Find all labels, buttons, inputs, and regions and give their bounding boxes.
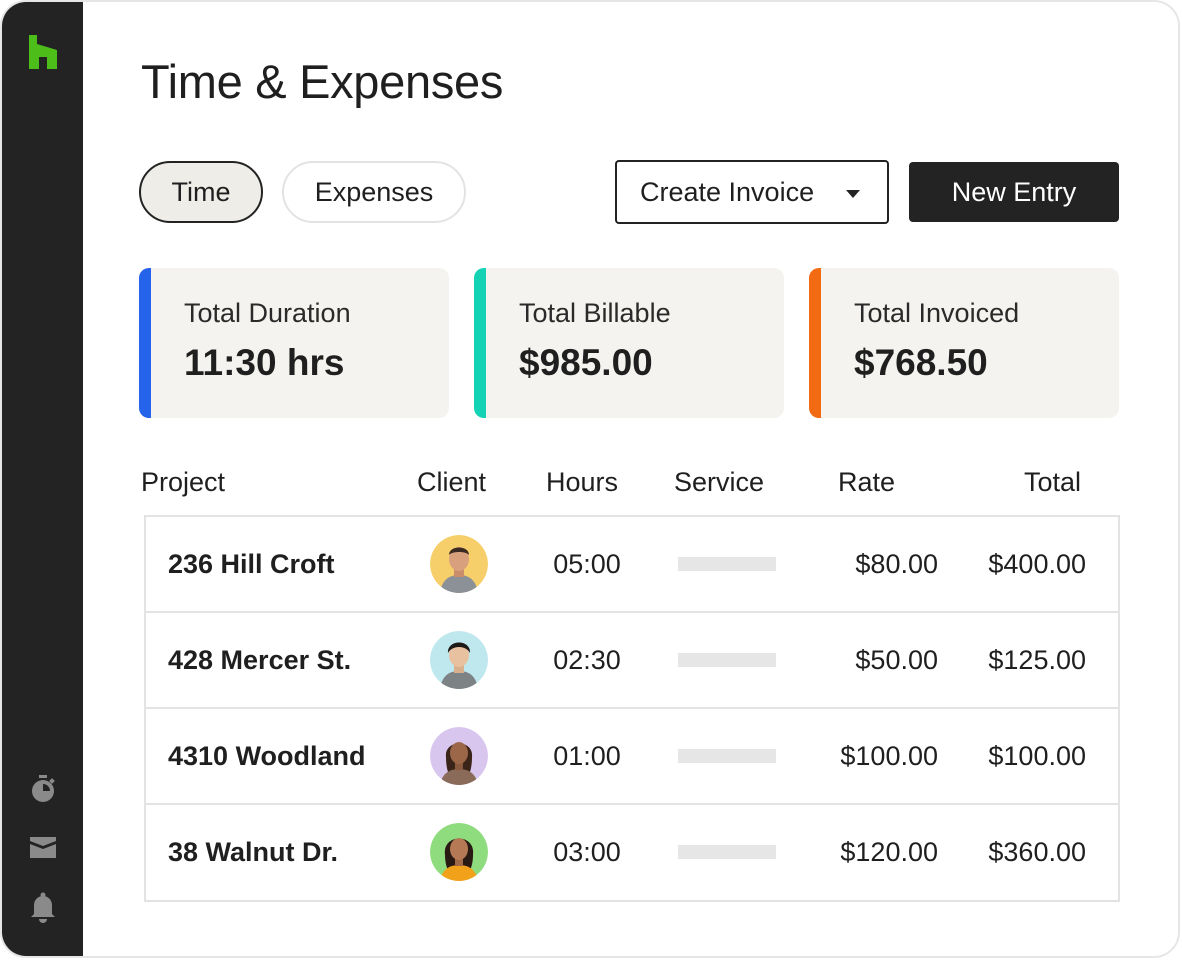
tab-time-label: Time xyxy=(171,176,231,207)
accent-bar xyxy=(139,268,151,418)
project-name: 4310 Woodland xyxy=(168,740,366,771)
column-header-rate[interactable]: Rate xyxy=(838,467,896,497)
entries-table: 236 Hill Croft 05:00 $80.00 $400.00 428 … xyxy=(144,515,1120,902)
client-avatar xyxy=(430,631,488,689)
service-placeholder xyxy=(678,557,776,571)
service-placeholder xyxy=(678,845,776,859)
summary-card-billable: Total Billable $985.00 xyxy=(474,268,784,418)
column-header-project[interactable]: Project xyxy=(141,467,226,497)
summary-value: 11:30 hrs xyxy=(184,342,345,383)
column-header-service[interactable]: Service xyxy=(674,467,765,497)
client-avatar xyxy=(430,535,488,593)
hours-value: 01:00 xyxy=(553,740,621,771)
service-placeholder xyxy=(678,653,776,667)
tab-expenses[interactable]: Expenses xyxy=(282,161,466,223)
summary-label: Total Billable xyxy=(519,298,671,328)
houzz-logo-icon[interactable] xyxy=(27,35,59,69)
summary-value: $985.00 xyxy=(519,342,653,383)
rate-value: $50.00 xyxy=(855,644,938,675)
table-row[interactable]: 38 Walnut Dr. 03:00 $120.00 $360.00 xyxy=(146,805,1118,901)
sidebar xyxy=(2,2,83,956)
new-entry-button[interactable]: New Entry xyxy=(909,162,1119,222)
page-title: Time & Expenses xyxy=(141,55,504,108)
column-header-hours[interactable]: Hours xyxy=(546,467,619,497)
tab-expenses-label: Expenses xyxy=(314,176,434,207)
column-header-total[interactable]: Total xyxy=(1024,467,1082,497)
hours-value: 03:00 xyxy=(553,836,621,867)
create-invoice-label: Create Invoice xyxy=(640,176,815,207)
rate-value: $120.00 xyxy=(840,836,938,867)
inbox-icon[interactable] xyxy=(26,831,60,865)
rate-value: $80.00 xyxy=(855,548,938,579)
summary-label: Total Invoiced xyxy=(854,298,1020,328)
summary-value: $768.50 xyxy=(854,342,988,383)
hours-value: 02:30 xyxy=(553,644,621,675)
project-name: 428 Mercer St. xyxy=(168,644,352,675)
new-entry-label: New Entry xyxy=(951,176,1077,207)
chevron-down-icon xyxy=(846,190,860,198)
rate-value: $100.00 xyxy=(840,740,938,771)
table-row[interactable]: 236 Hill Croft 05:00 $80.00 $400.00 xyxy=(146,517,1118,613)
tab-time[interactable]: Time xyxy=(139,161,263,223)
project-name: 38 Walnut Dr. xyxy=(168,836,339,867)
total-value: $100.00 xyxy=(988,740,1086,771)
project-name: 236 Hill Croft xyxy=(168,548,335,579)
accent-bar xyxy=(809,268,821,418)
summary-card-duration: Total Duration 11:30 hrs xyxy=(139,268,449,418)
total-value: $125.00 xyxy=(988,644,1086,675)
accent-bar xyxy=(474,268,486,418)
create-invoice-dropdown[interactable]: Create Invoice xyxy=(615,160,889,224)
column-header-client[interactable]: Client xyxy=(417,467,487,497)
total-value: $360.00 xyxy=(988,836,1086,867)
summary-card-invoiced: Total Invoiced $768.50 xyxy=(809,268,1119,418)
table-row[interactable]: 4310 Woodland 01:00 $100.00 $100.00 xyxy=(146,709,1118,805)
summary-label: Total Duration xyxy=(184,298,351,328)
bell-icon[interactable] xyxy=(26,890,60,924)
table-row[interactable]: 428 Mercer St. 02:30 $50.00 $125.00 xyxy=(146,613,1118,709)
client-avatar xyxy=(430,727,488,785)
total-value: $400.00 xyxy=(988,548,1086,579)
client-avatar xyxy=(430,823,488,881)
stopwatch-icon[interactable] xyxy=(26,772,60,806)
hours-value: 05:00 xyxy=(553,548,621,579)
service-placeholder xyxy=(678,749,776,763)
